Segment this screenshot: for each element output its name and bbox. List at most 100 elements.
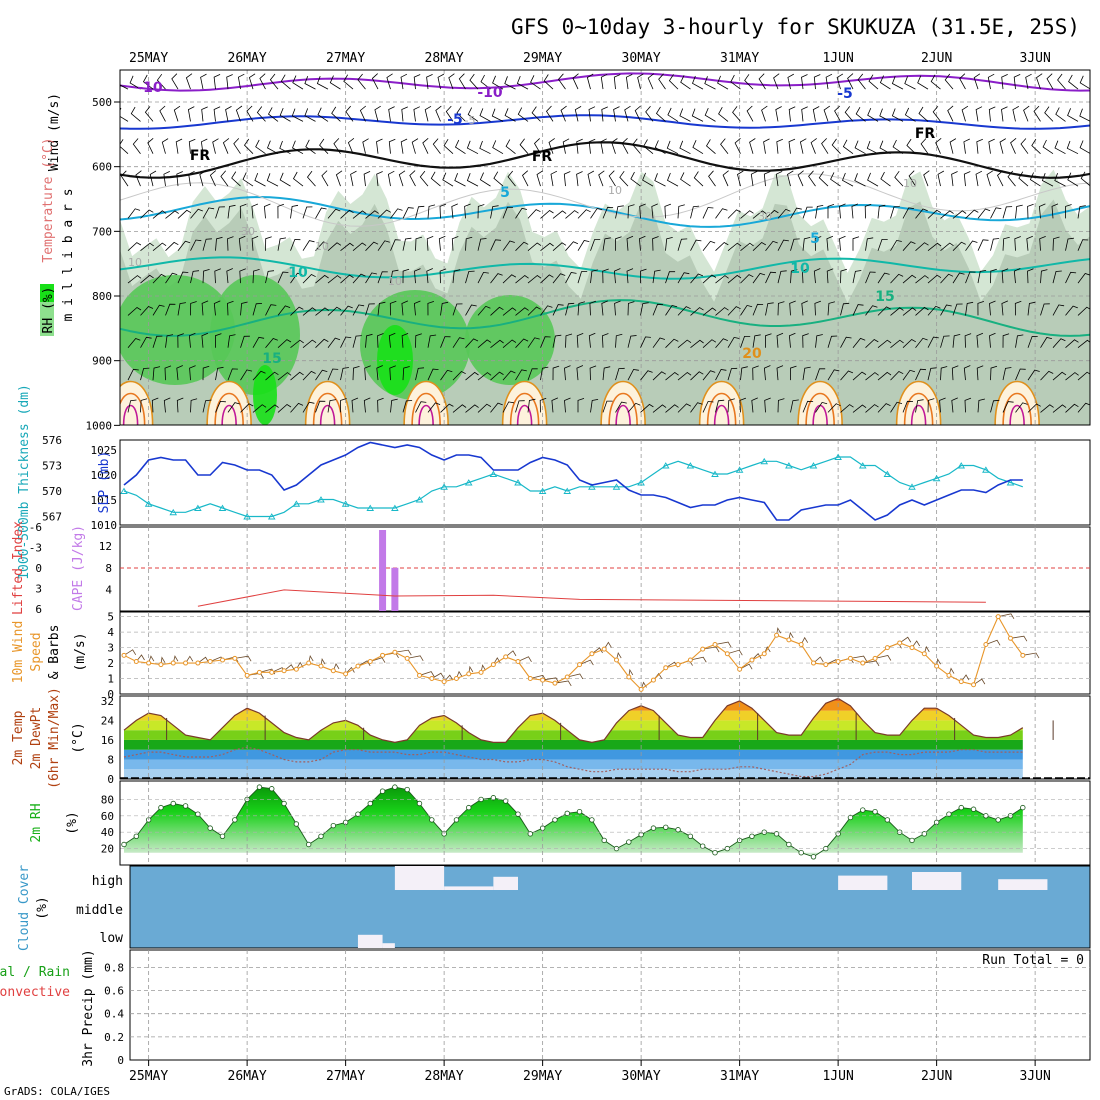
thickness-marker bbox=[194, 504, 202, 511]
wind-barb bbox=[251, 203, 259, 219]
wind-barb bbox=[327, 399, 336, 413]
surface-temp-contour bbox=[509, 392, 540, 425]
wind-barb bbox=[960, 674, 970, 682]
temp-band bbox=[124, 700, 1023, 711]
wind-barb bbox=[715, 242, 729, 251]
contour-minus5 bbox=[120, 114, 1090, 130]
wind-barb bbox=[813, 74, 821, 90]
wind-speed-marker bbox=[884, 645, 890, 651]
wind-barb bbox=[899, 636, 912, 644]
wind-barb bbox=[815, 334, 823, 348]
wind-speed-marker bbox=[195, 660, 201, 666]
date-label-top: 30MAY bbox=[622, 51, 661, 66]
wind-barb bbox=[212, 138, 219, 154]
wind-barb bbox=[577, 240, 590, 251]
wind-barb bbox=[165, 210, 179, 219]
wind-barb bbox=[751, 653, 762, 661]
contour-label: 10 bbox=[790, 261, 810, 277]
wind-barb bbox=[152, 273, 166, 284]
wind-barb bbox=[390, 398, 398, 413]
wind-barb bbox=[422, 137, 429, 154]
wind-barb bbox=[902, 339, 916, 348]
wind-barb bbox=[415, 236, 423, 251]
wind-barb bbox=[664, 203, 672, 219]
wind-barb bbox=[152, 304, 165, 316]
rh2m-marker bbox=[330, 822, 337, 829]
wind-barb bbox=[452, 269, 461, 284]
wind-barb bbox=[1040, 370, 1054, 381]
thickness-marker bbox=[957, 462, 966, 469]
wind-barb bbox=[727, 274, 742, 284]
wind-speed-marker bbox=[564, 674, 570, 680]
wind-barb bbox=[744, 74, 754, 90]
wind-barb bbox=[614, 300, 621, 316]
wind-barb bbox=[401, 333, 409, 348]
wind-barb bbox=[667, 107, 679, 122]
wind-barb bbox=[976, 365, 984, 381]
thickness-marker bbox=[908, 483, 916, 490]
wind-barb bbox=[545, 105, 554, 122]
wind-barb bbox=[290, 306, 304, 316]
wind-barb bbox=[1007, 170, 1016, 187]
wind-barb bbox=[802, 366, 811, 381]
wind-barb bbox=[321, 170, 329, 187]
wind-barb bbox=[176, 397, 184, 413]
wind-barb bbox=[862, 660, 880, 667]
thickness-marker bbox=[514, 479, 522, 486]
wind-barb bbox=[865, 305, 878, 316]
wind-speed-marker bbox=[946, 672, 952, 678]
wind-barb bbox=[386, 73, 393, 90]
wind-barb bbox=[490, 239, 502, 251]
pressure-tick: 500 bbox=[92, 96, 112, 109]
wind-barb bbox=[977, 270, 987, 284]
wind-barb bbox=[801, 268, 809, 284]
wind-barb bbox=[665, 371, 679, 381]
wind-barb bbox=[357, 660, 371, 667]
date-label-bottom: 26MAY bbox=[228, 1069, 267, 1084]
wind-barb bbox=[865, 271, 876, 284]
lifted-index-tick: 6 bbox=[35, 603, 42, 616]
wind-barb bbox=[951, 365, 959, 381]
wind-speed-marker bbox=[860, 660, 866, 666]
wind-barb bbox=[639, 203, 646, 219]
wind-barb bbox=[291, 140, 304, 155]
wind-barb bbox=[740, 304, 753, 316]
wind-barb bbox=[365, 210, 379, 219]
wind-barb bbox=[352, 366, 360, 381]
wind-barb bbox=[927, 398, 935, 413]
wind-speed-marker bbox=[306, 660, 312, 666]
contour-freezing bbox=[120, 141, 1090, 179]
wind-barb bbox=[715, 369, 727, 381]
wind-barb bbox=[577, 398, 585, 413]
wind-barb bbox=[430, 171, 441, 187]
wind-barb bbox=[1001, 106, 1008, 122]
date-label-bottom: 27MAY bbox=[326, 1069, 365, 1084]
wind-barb bbox=[825, 73, 833, 90]
wind-barb bbox=[990, 238, 1000, 251]
temp-band bbox=[124, 759, 1023, 770]
wind-barb bbox=[402, 366, 410, 381]
wind-barb bbox=[625, 74, 633, 90]
wind-barb bbox=[161, 138, 169, 154]
wind-barb bbox=[854, 140, 866, 155]
wind-barb bbox=[165, 241, 179, 251]
rh2m-marker bbox=[872, 809, 878, 815]
wind-barb bbox=[877, 272, 890, 284]
wind-speed-marker bbox=[774, 632, 780, 638]
wind-barb bbox=[413, 300, 421, 316]
wind-barb bbox=[479, 140, 491, 155]
wind-ylabel-2: Speed bbox=[29, 632, 44, 671]
wind-barb bbox=[789, 300, 796, 316]
wind-barb bbox=[892, 139, 904, 155]
wind-barb bbox=[265, 371, 279, 381]
wind-barb bbox=[627, 301, 635, 316]
wind-barb bbox=[1026, 235, 1033, 251]
wind-speed-marker bbox=[675, 662, 681, 668]
wind-barb bbox=[990, 365, 998, 381]
wind-barb bbox=[949, 138, 957, 154]
wind-barb bbox=[477, 372, 492, 381]
wind-barb bbox=[177, 333, 184, 348]
rh2m-marker bbox=[502, 798, 509, 804]
thickness-marker bbox=[218, 504, 227, 511]
wind-barb bbox=[237, 73, 245, 90]
